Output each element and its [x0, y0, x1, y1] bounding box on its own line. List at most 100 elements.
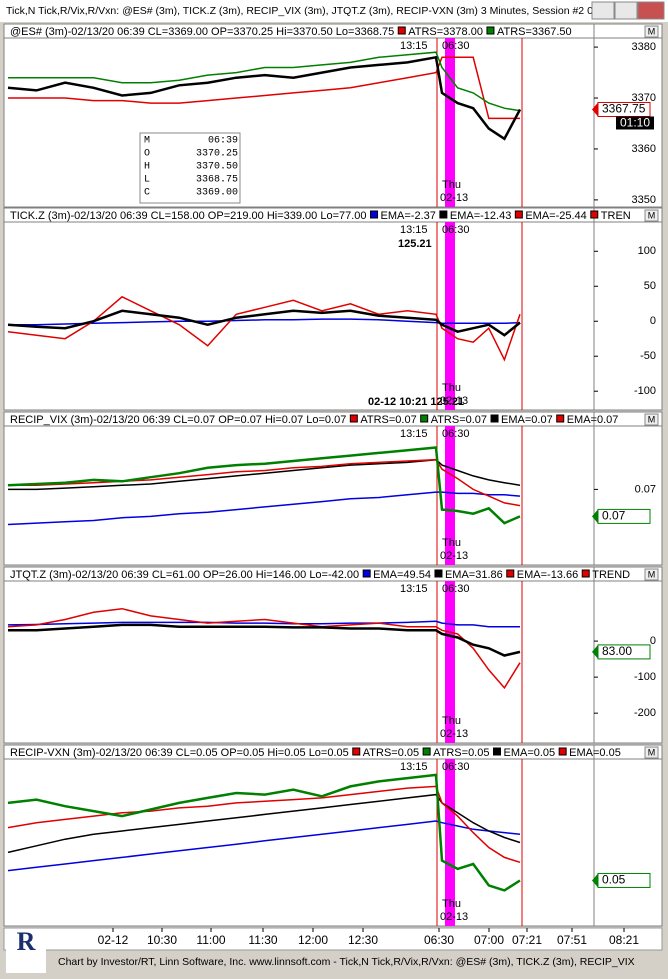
data-box-value: 3370.50 — [196, 162, 238, 173]
legend-swatch — [492, 747, 501, 756]
y-tick-label: 100 — [638, 245, 656, 257]
panel-menu-button[interactable] — [644, 25, 659, 38]
panel-menu-button[interactable] — [644, 568, 659, 581]
panel-menu-label: M — [648, 747, 656, 757]
panel-menu-label: M — [648, 569, 656, 579]
panel-menu-button[interactable] — [644, 209, 659, 222]
panel-menu-label: M — [648, 210, 656, 220]
y-tick-label: 0.07 — [635, 483, 656, 495]
indicator-line — [8, 56, 520, 120]
panel-header: RECIP-VXN (3m)-02/13/20 06:39 CL=0.05 OP… — [10, 747, 349, 759]
x-tick-label: 06:30 — [424, 933, 454, 947]
time-axis — [3, 927, 663, 951]
data-box-key: H — [144, 162, 150, 173]
session-date-label: 02-13 — [440, 728, 468, 740]
legend-swatch — [506, 569, 515, 578]
time-box — [616, 116, 654, 130]
x-tick-label: 07:51 — [557, 933, 587, 947]
y-tick-label: -100 — [634, 671, 656, 683]
maximize-button[interactable] — [614, 1, 638, 20]
data-box-key: M — [144, 136, 150, 147]
session-date-label: 02-13 — [440, 550, 468, 562]
y-tick-label: 3350 — [632, 194, 656, 206]
panel-header: EMA=0.07 — [567, 414, 619, 426]
last-value-label: 83.00 — [602, 644, 632, 658]
session-day-label: Thu — [442, 715, 461, 727]
panel-header: EMA=0.05 — [569, 747, 621, 759]
session-highlight — [445, 38, 455, 207]
close-button[interactable] — [637, 1, 665, 20]
data-box-key: L — [144, 175, 150, 186]
session-start-label: 06:30 — [442, 761, 470, 773]
session-day-label: Thu — [442, 179, 461, 191]
indicator-line — [8, 623, 521, 657]
window-title: Tick,N Tick,R/Vix,R/Vxn: @ES# (3m), TICK… — [6, 5, 643, 17]
session-date-label: 02-13 — [440, 395, 468, 407]
x-tick-label: 07:21 — [512, 933, 542, 947]
panel-header: ATRS=0.05 — [363, 747, 419, 759]
last-value-pointer — [592, 873, 598, 888]
panel — [3, 411, 663, 566]
x-tick-label: 07:00 — [474, 933, 504, 947]
panel-header: ATRS=3378.00 — [408, 26, 483, 38]
x-tick-label: 02-12 — [98, 933, 129, 947]
minimize-button[interactable] — [591, 1, 615, 20]
panel-header: EMA=0.07 — [501, 414, 553, 426]
legend-swatch — [439, 210, 448, 219]
legend-swatch — [349, 414, 358, 423]
session-date-label: 02-13 — [440, 911, 468, 923]
data-box-value: 3368.75 — [196, 175, 238, 186]
last-value-label: 3367.75 — [602, 102, 646, 116]
last-value-pointer — [592, 102, 598, 117]
last-value-pointer — [592, 644, 598, 659]
indicator-line — [7, 295, 521, 362]
y-tick-label: 0 — [650, 315, 656, 327]
indicator-line — [8, 51, 521, 112]
x-tick-label: 12:30 — [348, 933, 378, 947]
panel-header: ATRS=0.07 — [431, 414, 487, 426]
indicator-line — [7, 820, 521, 872]
panel — [3, 566, 663, 744]
y-tick-label: 3370 — [632, 92, 656, 104]
panel-header: JTQT.Z (3m)-02/13/20 06:39 CL=61.00 OP=2… — [10, 569, 359, 581]
panel-header: @ES# (3m)-02/13/20 06:39 CL=3369.00 OP=3… — [10, 26, 394, 38]
legend-swatch — [362, 569, 371, 578]
indicator-line — [7, 491, 521, 526]
data-box-value: 3370.25 — [196, 149, 238, 160]
legend-swatch — [581, 569, 590, 578]
session-highlight — [445, 581, 455, 743]
legend-swatch — [420, 414, 429, 423]
legend-swatch — [397, 26, 406, 35]
session-start-label: 06:30 — [442, 428, 470, 440]
data-box-value: 06:39 — [208, 136, 238, 147]
panel-menu-button[interactable] — [644, 746, 659, 759]
x-tick-label: 12:00 — [298, 933, 328, 947]
last-value-label: 0.07 — [602, 509, 626, 523]
note: 02-12 10:21 125.21 — [368, 396, 464, 408]
panel-header: TREN — [601, 210, 631, 222]
data-box-key: C — [144, 188, 150, 199]
panel — [3, 23, 663, 208]
session-start-label: 06:30 — [442, 583, 470, 595]
x-tick-label: 11:30 — [248, 933, 277, 947]
x-tick-label: 11:00 — [196, 933, 225, 947]
panel-header: EMA=-12.43 — [450, 210, 511, 222]
x-tick-label: 08:21 — [609, 933, 639, 947]
legend-swatch — [514, 210, 523, 219]
panel-header: EMA=-2.37 — [381, 210, 436, 222]
status-bar: Chart by Investor/RT, Linn Software, Inc… — [58, 956, 635, 968]
session-highlight — [445, 222, 455, 410]
panel-header: ATRS=0.07 — [360, 414, 416, 426]
y-tick-label: 0 — [650, 635, 656, 647]
session-day-label: Thu — [442, 537, 461, 549]
panel-header: EMA=-25.44 — [525, 210, 586, 222]
y-tick-label: 3360 — [632, 143, 656, 155]
data-box-value: 3369.00 — [196, 188, 238, 199]
last-value-label: 0.05 — [602, 873, 626, 887]
panel-menu-button[interactable] — [644, 413, 659, 426]
session-start-label: 06:30 — [442, 40, 470, 52]
panel-header: TREND — [592, 569, 630, 581]
panel-header: ATRS=3367.50 — [497, 26, 572, 38]
panel-header: ATRS=0.05 — [433, 747, 489, 759]
panel-menu-label: M — [648, 414, 656, 424]
